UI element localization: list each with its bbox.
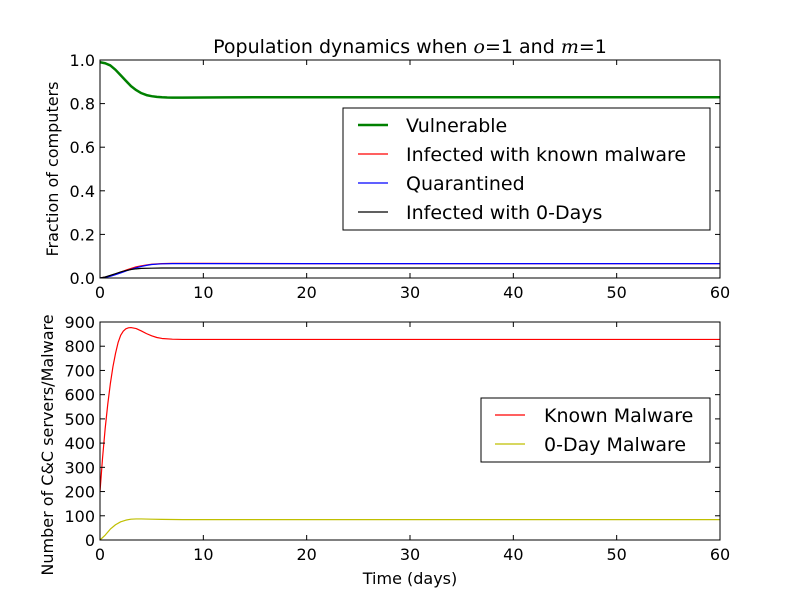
top-legend: Vulnerable Infected with known malware Qua… — [342, 107, 711, 231]
x-tick-label: 10 — [193, 545, 213, 564]
bottom-ylabel: Number of C&C servers/Malware — [38, 314, 57, 575]
x-tick-label: 0 — [95, 545, 105, 564]
bottom-ticks: 0 10 20 30 40 50 60010020030040050060070080090… — [64, 313, 730, 564]
top-legend-box — [342, 107, 711, 231]
bottom-legend-box — [480, 397, 711, 463]
x-tick-label: 0 — [95, 283, 105, 302]
legend-label-0: Known Malware — [544, 405, 693, 427]
legend-label-2: Quarantined — [406, 173, 525, 195]
series-line-3 — [100, 267, 720, 278]
x-tick-label: 20 — [296, 545, 316, 564]
x-tick-label: 30 — [400, 545, 420, 564]
y-tick-label: 0.2 — [70, 225, 95, 244]
title-prefix: Population dynamics when — [213, 36, 473, 58]
y-tick-label: 0 — [85, 531, 95, 550]
title-math-o: o — [474, 36, 485, 58]
title-eq-1: =1 — [485, 36, 513, 58]
series-line-2 — [100, 263, 720, 278]
top-subplot: Population dynamics when o=1 and m=1 0 10… — [43, 36, 730, 302]
y-tick-label: 0.8 — [70, 95, 95, 114]
y-tick-label: 0.4 — [70, 182, 95, 201]
legend-label-1: Infected with known malware — [406, 144, 686, 166]
y-tick-label: 800 — [64, 337, 95, 356]
y-tick-label: 1.0 — [70, 51, 95, 70]
y-tick-label: 900 — [64, 313, 95, 332]
series-line-0 — [100, 60, 720, 99]
series-line-0 — [100, 326, 720, 492]
bottom-xlabel: Time (days) — [362, 569, 458, 588]
bottom-subplot: 0 10 20 30 40 50 60010020030040050060070080090… — [38, 313, 730, 588]
title-mid: and — [513, 36, 561, 58]
y-tick-label: 700 — [64, 361, 95, 380]
y-tick-label: 200 — [64, 483, 95, 502]
x-tick-label: 40 — [503, 283, 523, 302]
x-tick-label: 20 — [296, 283, 316, 302]
y-tick-label: 100 — [64, 507, 95, 526]
y-tick-label: 0.0 — [70, 269, 95, 288]
series-line-1 — [100, 518, 720, 540]
plot-title: Population dynamics when o=1 and m=1 — [213, 36, 607, 58]
x-tick-label: 30 — [400, 283, 420, 302]
bottom-legend: Known Malware 0-Day Malware — [480, 397, 711, 463]
y-tick-label: 0.6 — [70, 138, 95, 157]
legend-label-1: 0-Day Malware — [544, 434, 686, 456]
legend-label-3: Infected with 0-Days — [406, 202, 602, 224]
x-tick-label: 40 — [503, 545, 523, 564]
title-eq-2: =1 — [579, 36, 607, 58]
x-tick-label: 60 — [710, 545, 730, 564]
y-tick-label: 600 — [64, 386, 95, 405]
bottom-series-lines — [100, 326, 720, 540]
legend-label-0: Vulnerable — [406, 115, 507, 137]
top-ylabel: Fraction of computers — [43, 82, 62, 257]
x-tick-label: 10 — [193, 283, 213, 302]
x-tick-label: 50 — [606, 545, 626, 564]
y-tick-label: 400 — [64, 434, 95, 453]
y-tick-label: 300 — [64, 458, 95, 477]
x-tick-label: 60 — [710, 283, 730, 302]
x-tick-label: 50 — [606, 283, 626, 302]
top-series-lines — [100, 60, 720, 278]
y-tick-label: 500 — [64, 410, 95, 429]
top-ticks: 0 10 20 30 40 50 60 0.0 0.2 0.4 0.6 0.8 1.0 — [70, 51, 731, 302]
title-math-m: m — [561, 36, 579, 58]
